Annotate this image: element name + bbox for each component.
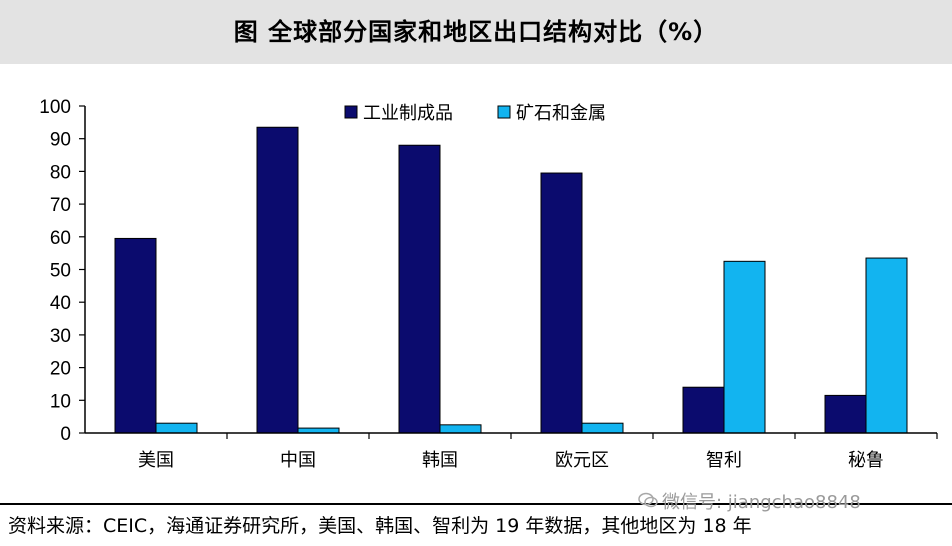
y-axis-ticks: 0 10 20 30 40 50 60 70 80 90 100 [39, 97, 85, 445]
source-note: 资料来源：CEIC，海通证券研究所，美国、韩国、智利为 19 年数据，其他地区为… [8, 515, 752, 537]
bar-manufactured-1 [256, 126, 299, 434]
x-category-label: 欧元区 [555, 450, 609, 471]
x-category-label: 中国 [280, 450, 316, 471]
y-tick-label: 80 [50, 162, 71, 183]
bar-manufactured-2 [398, 144, 441, 434]
y-tick-label: 10 [50, 391, 71, 412]
x-category-label: 韩国 [422, 450, 458, 471]
y-tick-label: 40 [50, 293, 71, 314]
legend-swatch-ores-metals [497, 105, 511, 119]
x-axis-labels: 美国 中国 韩国 欧元区 智利 秘鲁 [138, 450, 884, 471]
bar-manufactured-4 [682, 386, 725, 434]
x-category-label: 智利 [706, 450, 742, 471]
y-tick-label: 70 [50, 195, 71, 216]
axes-group [84, 106, 937, 434]
legend-label-manufactured: 工业制成品 [363, 103, 453, 124]
y-tick-label: 60 [50, 228, 71, 249]
bar-ores-metals-0 [155, 422, 198, 434]
x-category-label: 秘鲁 [848, 450, 884, 471]
y-tick-label: 90 [50, 130, 71, 151]
figure-title: 图 全球部分国家和地区出口结构对比（%） [233, 18, 719, 46]
bar-ores-metals-5 [865, 257, 908, 434]
export-structure-chart: 0 10 20 30 40 50 60 70 80 90 100 美国 中国 韩国 欧元区 智利 秘鲁 工业制… [39, 97, 938, 471]
footer-divider [0, 503, 952, 505]
legend-label-ores-metals: 矿石和金属 [516, 103, 606, 124]
bar-manufactured-3 [540, 172, 583, 434]
legend-swatch-manufactured [344, 105, 358, 119]
y-tick-label: 30 [50, 326, 71, 347]
y-tick-label: 50 [50, 261, 71, 282]
y-tick-label: 20 [50, 359, 71, 380]
bar-manufactured-0 [114, 237, 157, 434]
legend: 工业制成品 矿石和金属 [344, 103, 606, 124]
x-category-label: 美国 [138, 450, 174, 471]
watermark-text: 微信号: jiangchao8848 [662, 492, 861, 513]
bar-manufactured-5 [824, 394, 867, 434]
watermark: 微信号: jiangchao8848 [638, 488, 861, 514]
title-bar [0, 0, 952, 64]
bar-ores-metals-2 [439, 424, 482, 434]
wechat-icon [638, 492, 658, 513]
y-tick-label: 100 [39, 97, 71, 118]
bar-ores-metals-4 [723, 260, 766, 434]
bar-ores-metals-3 [581, 422, 624, 434]
y-tick-label: 0 [60, 424, 71, 445]
bars-group [114, 126, 938, 439]
